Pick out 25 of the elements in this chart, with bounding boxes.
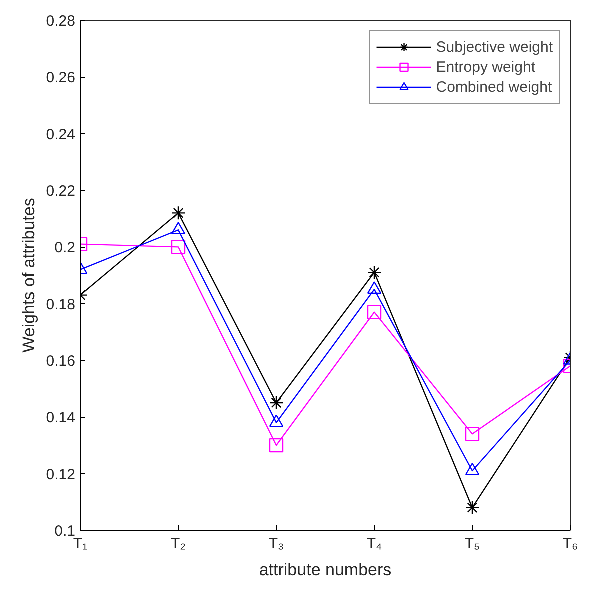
x-tick-label: T₃	[268, 536, 284, 552]
y-tick-label: 0.26	[46, 70, 76, 87]
x-tick-label: T₅	[464, 536, 480, 552]
legend-label: Combined weight	[436, 78, 552, 96]
y-tick-label: 0.22	[46, 183, 76, 200]
x-tick-label: T₂	[171, 536, 186, 552]
y-tick-label: 0.24	[46, 126, 76, 144]
y-tick-label: 0.14	[46, 410, 76, 427]
point	[367, 305, 382, 320]
x-tick-label: T₁	[73, 536, 88, 552]
y-axis-title: Weights of attributes	[19, 198, 38, 353]
y-tick-label: 0.16	[46, 353, 76, 370]
point	[269, 396, 284, 410]
legend-label: Subjective weight	[436, 38, 553, 56]
point	[367, 266, 382, 280]
y-tick-label: 0.28	[46, 13, 76, 30]
x-tick-label: T₆	[562, 536, 578, 552]
y-tick-label: 0.2	[54, 240, 76, 257]
point	[269, 438, 284, 453]
y-tick-label: 0.18	[46, 296, 76, 314]
x-axis-title: attribute numbers	[259, 560, 392, 580]
y-tick-label: 0.1	[54, 523, 76, 540]
y-tick-label: 0.12	[46, 466, 76, 484]
x-tick-label: T₄	[366, 536, 382, 552]
legend-label: Entropy weight	[436, 58, 536, 76]
